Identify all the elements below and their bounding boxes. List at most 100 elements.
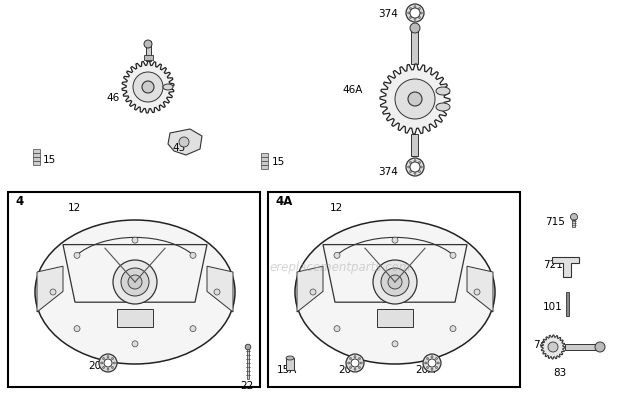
Circle shape bbox=[350, 367, 352, 369]
Circle shape bbox=[142, 82, 154, 94]
Circle shape bbox=[548, 342, 558, 352]
Text: 22: 22 bbox=[240, 380, 253, 390]
Circle shape bbox=[427, 358, 428, 360]
Circle shape bbox=[408, 166, 410, 168]
Circle shape bbox=[395, 80, 435, 120]
Bar bbox=[32, 158, 40, 161]
Circle shape bbox=[437, 362, 440, 364]
Text: 15A: 15A bbox=[277, 364, 298, 374]
Circle shape bbox=[410, 162, 420, 172]
Bar bbox=[268, 192, 520, 387]
Text: 20: 20 bbox=[88, 360, 101, 370]
Bar bbox=[8, 192, 260, 387]
Circle shape bbox=[414, 160, 416, 162]
Text: 374: 374 bbox=[378, 9, 398, 19]
Polygon shape bbox=[207, 267, 233, 312]
Polygon shape bbox=[541, 335, 565, 359]
Polygon shape bbox=[467, 267, 493, 312]
Circle shape bbox=[408, 13, 410, 15]
Text: ereplacementparts.com: ereplacementparts.com bbox=[269, 261, 410, 274]
Ellipse shape bbox=[286, 356, 294, 360]
Circle shape bbox=[99, 354, 117, 372]
Text: 83: 83 bbox=[553, 367, 566, 377]
Bar bbox=[32, 150, 40, 153]
Circle shape bbox=[113, 362, 115, 364]
Text: 721: 721 bbox=[543, 259, 563, 269]
Circle shape bbox=[133, 73, 163, 103]
Circle shape bbox=[373, 260, 417, 304]
Text: 4: 4 bbox=[15, 195, 24, 208]
Circle shape bbox=[431, 369, 433, 371]
Circle shape bbox=[414, 173, 416, 175]
Text: 43: 43 bbox=[172, 143, 185, 153]
Circle shape bbox=[334, 253, 340, 259]
Circle shape bbox=[190, 253, 196, 259]
Circle shape bbox=[214, 289, 220, 295]
Circle shape bbox=[190, 326, 196, 332]
Bar bbox=[572, 217, 575, 227]
Circle shape bbox=[410, 162, 412, 164]
Circle shape bbox=[102, 367, 105, 369]
Text: 46A: 46A bbox=[342, 85, 362, 95]
Circle shape bbox=[431, 356, 433, 358]
Circle shape bbox=[113, 260, 157, 304]
Ellipse shape bbox=[436, 104, 450, 112]
Polygon shape bbox=[168, 130, 202, 156]
Text: 12: 12 bbox=[68, 203, 81, 213]
Bar bbox=[262, 162, 268, 165]
Polygon shape bbox=[122, 62, 174, 114]
Circle shape bbox=[414, 19, 416, 21]
Bar bbox=[567, 292, 570, 316]
Text: 20A: 20A bbox=[415, 364, 435, 374]
Bar bbox=[32, 162, 40, 165]
Bar bbox=[247, 347, 249, 379]
Circle shape bbox=[595, 342, 605, 352]
Circle shape bbox=[410, 17, 412, 19]
Bar bbox=[377, 310, 413, 328]
Circle shape bbox=[102, 358, 105, 360]
Bar bbox=[286, 358, 294, 370]
Circle shape bbox=[388, 275, 402, 289]
Circle shape bbox=[354, 356, 356, 358]
Polygon shape bbox=[297, 267, 323, 312]
Circle shape bbox=[392, 341, 398, 347]
Circle shape bbox=[381, 268, 409, 296]
Text: 46: 46 bbox=[106, 93, 119, 103]
Text: 374: 374 bbox=[378, 166, 398, 176]
Circle shape bbox=[179, 138, 189, 148]
Circle shape bbox=[121, 268, 149, 296]
Bar bbox=[262, 166, 268, 169]
Text: 15: 15 bbox=[272, 157, 285, 166]
Circle shape bbox=[408, 93, 422, 107]
Circle shape bbox=[348, 362, 350, 364]
Text: 15: 15 bbox=[43, 155, 56, 164]
Circle shape bbox=[450, 326, 456, 332]
Circle shape bbox=[360, 362, 362, 364]
Circle shape bbox=[420, 166, 422, 168]
Bar bbox=[565, 344, 600, 350]
Circle shape bbox=[50, 289, 56, 295]
Circle shape bbox=[410, 171, 412, 173]
Circle shape bbox=[425, 362, 427, 364]
Ellipse shape bbox=[35, 221, 235, 364]
Circle shape bbox=[107, 356, 109, 358]
Circle shape bbox=[310, 289, 316, 295]
Text: 20: 20 bbox=[338, 364, 351, 374]
Circle shape bbox=[392, 237, 398, 243]
Circle shape bbox=[418, 17, 420, 19]
Circle shape bbox=[474, 289, 480, 295]
Circle shape bbox=[112, 367, 113, 369]
Bar bbox=[412, 135, 418, 157]
Bar bbox=[32, 154, 40, 157]
Circle shape bbox=[104, 359, 112, 367]
Text: 715: 715 bbox=[545, 217, 565, 227]
Circle shape bbox=[427, 367, 428, 369]
Circle shape bbox=[358, 358, 360, 360]
Bar bbox=[117, 310, 153, 328]
Text: 101: 101 bbox=[543, 301, 563, 311]
Circle shape bbox=[351, 359, 359, 367]
Circle shape bbox=[410, 9, 420, 19]
Ellipse shape bbox=[436, 88, 450, 96]
Text: 743: 743 bbox=[533, 339, 553, 349]
Circle shape bbox=[428, 359, 436, 367]
